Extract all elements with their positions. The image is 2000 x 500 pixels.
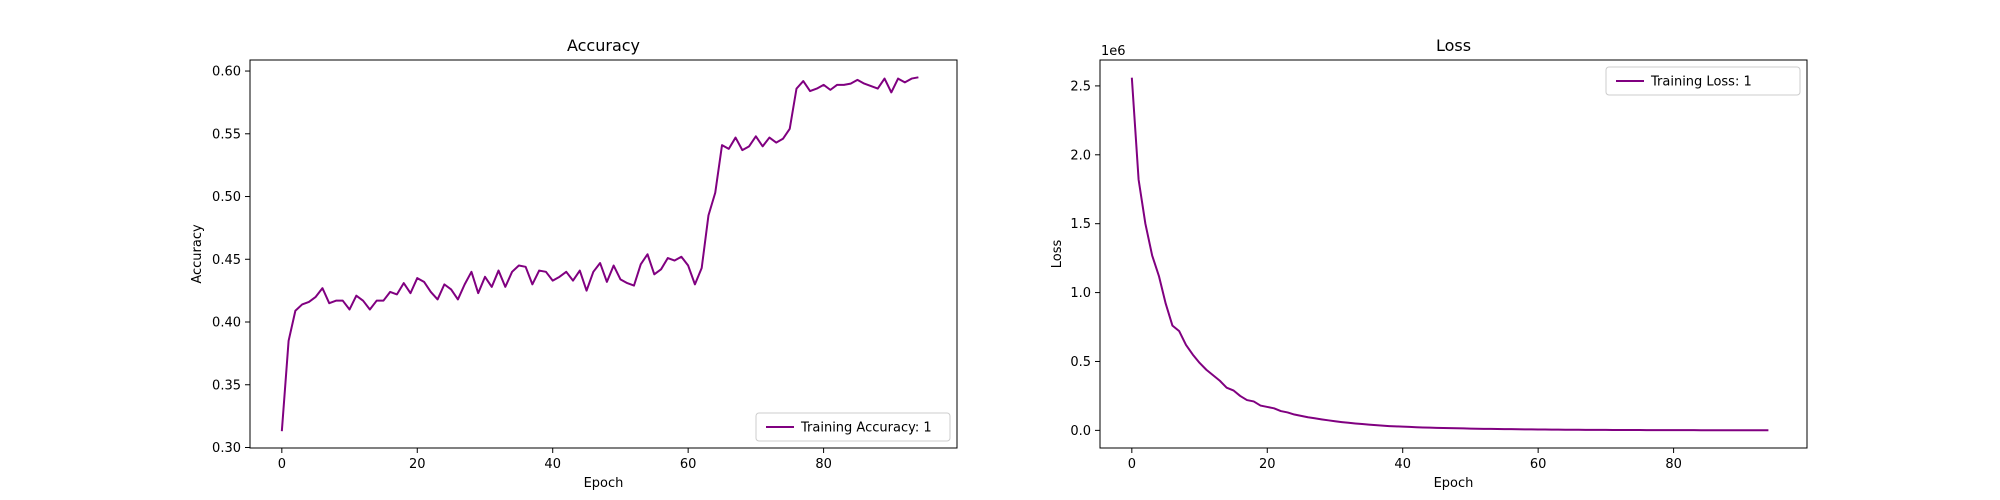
loss-ytick-label: 0.0 (1070, 424, 1091, 439)
accuracy-axes-frame (249, 59, 958, 449)
accuracy-xlabel: Epoch (584, 476, 624, 491)
loss-ytick-label: 2.5 (1070, 79, 1091, 94)
accuracy-legend-label: Training Accuracy: 1 (800, 421, 932, 436)
loss-axes-frame (1099, 59, 1808, 449)
loss-legend-box (1605, 66, 1801, 96)
loss-xtick-label: 60 (1530, 457, 1547, 472)
accuracy-ytick-label: 0.50 (212, 190, 241, 205)
accuracy-ytick-label: 0.45 (212, 253, 241, 268)
accuracy-ytick-label: 0.60 (212, 65, 241, 80)
loss-ylabel: Loss (1050, 240, 1065, 269)
accuracy-xtick-label: 80 (815, 457, 832, 472)
accuracy-xtick-label: 60 (680, 457, 697, 472)
accuracy-title: Accuracy (567, 36, 640, 55)
accuracy-ylabel: Accuracy (190, 224, 205, 284)
loss-subplot: Loss Epoch Loss 1e6 0 20 40 60 80 0.0 0.5 1.0 1.… (1050, 36, 1808, 491)
loss-series-line (1130, 77, 1769, 432)
accuracy-ytick-label: 0.30 (212, 441, 241, 456)
accuracy-legend: Training Accuracy: 1 (755, 412, 951, 442)
loss-xtick-label: 20 (1259, 457, 1276, 472)
loss-legend-label: Training Loss: 1 (1650, 75, 1752, 90)
accuracy-subplot: Accuracy Epoch Accuracy 0 20 40 60 80 0.30 0.3… (190, 36, 958, 491)
loss-xtick-label: 40 (1394, 457, 1411, 472)
accuracy-legend-box (755, 412, 951, 442)
loss-xlabel: Epoch (1434, 476, 1474, 491)
loss-xtick-label: 80 (1665, 457, 1682, 472)
loss-scale-label: 1e6 (1101, 44, 1126, 59)
accuracy-xtick-label: 20 (409, 457, 426, 472)
loss-ytick-label: 1.5 (1070, 217, 1091, 232)
loss-legend: Training Loss: 1 (1605, 66, 1801, 96)
accuracy-ytick-label: 0.35 (212, 378, 241, 393)
accuracy-ytick-label: 0.55 (212, 127, 241, 142)
accuracy-ytick-label: 0.40 (212, 316, 241, 331)
accuracy-xtick-label: 40 (544, 457, 561, 472)
accuracy-xtick-label: 0 (278, 457, 286, 472)
loss-ytick-label: 0.5 (1070, 355, 1091, 370)
loss-ytick-label: 1.0 (1070, 286, 1091, 301)
loss-xtick-label: 0 (1128, 457, 1136, 472)
loss-title: Loss (1436, 36, 1471, 55)
loss-ytick-label: 2.0 (1070, 148, 1091, 163)
accuracy-series-line (280, 76, 919, 432)
